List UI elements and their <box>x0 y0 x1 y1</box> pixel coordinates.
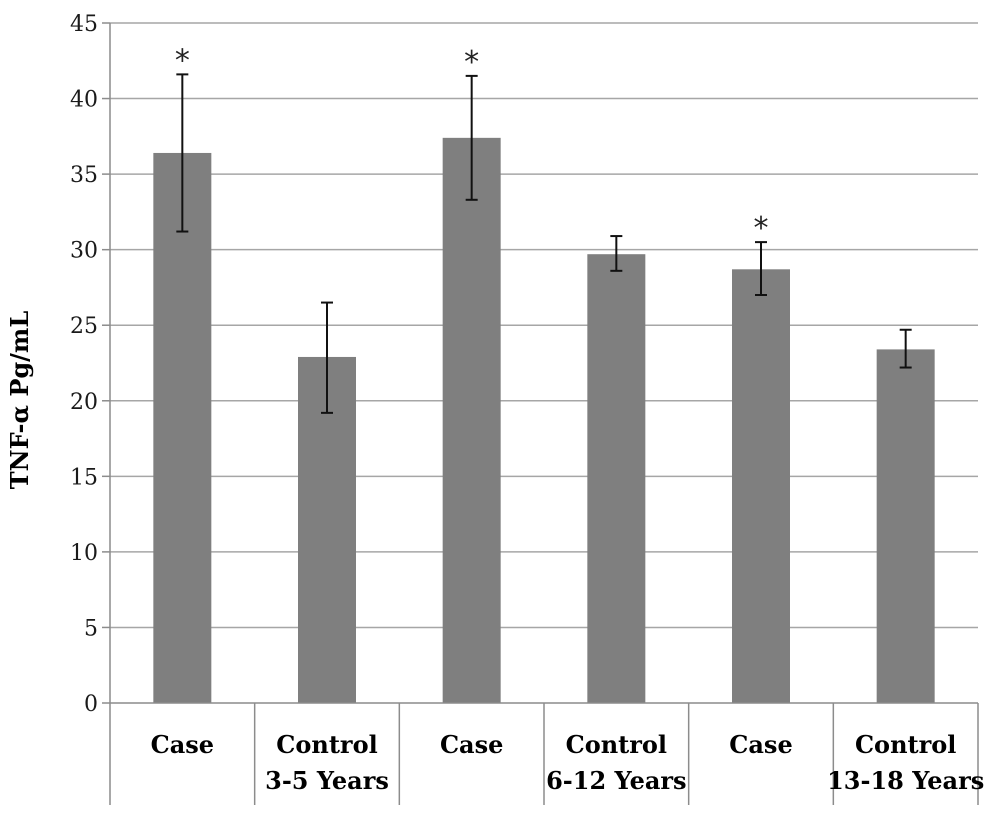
x-category-label: Case <box>151 730 214 759</box>
y-tick-label: 5 <box>84 616 98 641</box>
y-tick-label: 45 <box>70 12 98 37</box>
y-axis-ticks: 0 5 10 15 20 25 30 35 40 45 <box>70 12 110 717</box>
bar <box>732 269 790 703</box>
gridlines <box>110 22 978 629</box>
x-category-label: Case <box>440 730 503 759</box>
error-bars <box>176 73 912 414</box>
x-category-label: Control <box>276 730 377 759</box>
x-axis-labels: Case Control Case Control Case Control 3-5 Yea… <box>151 730 985 795</box>
y-axis-label: TNF-α Pg/mL <box>5 311 34 490</box>
axes <box>109 23 979 805</box>
significance-star: * <box>464 45 479 80</box>
bar <box>298 356 356 703</box>
x-group-label: 13-18 Years <box>827 766 984 795</box>
bar <box>587 254 646 703</box>
y-tick-label: 25 <box>70 314 98 339</box>
y-tick-label: 20 <box>70 390 98 415</box>
y-tick-label: 0 <box>84 692 98 717</box>
y-tick-label: 30 <box>70 239 98 264</box>
bars <box>153 137 935 703</box>
bar <box>442 137 501 703</box>
x-category-label: Case <box>729 730 792 759</box>
y-tick-label: 35 <box>70 163 98 188</box>
x-group-label: 6-12 Years <box>546 766 686 795</box>
y-tick-label: 40 <box>70 88 98 113</box>
bar <box>876 349 935 703</box>
significance-star: * <box>754 211 769 246</box>
significance-markers: * * * <box>175 43 769 246</box>
y-tick-label: 15 <box>70 465 98 490</box>
x-category-label: Control <box>855 730 956 759</box>
x-group-label: 3-5 Years <box>265 766 389 795</box>
x-category-label: Control <box>566 730 667 759</box>
significance-star: * <box>175 43 190 78</box>
bar <box>153 152 212 703</box>
y-tick-label: 10 <box>70 541 98 566</box>
